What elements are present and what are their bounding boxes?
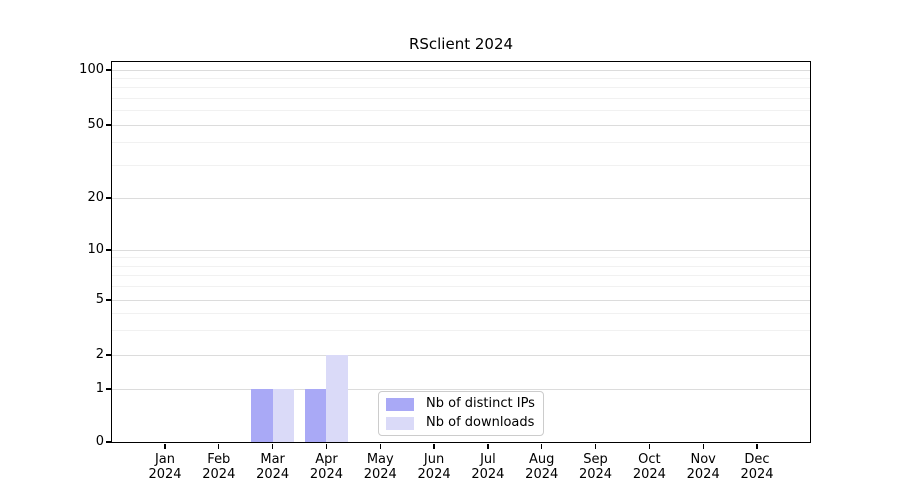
x-tick [541, 443, 543, 449]
legend-swatch [386, 397, 414, 411]
gridline-minor [112, 110, 810, 112]
x-tick [164, 443, 166, 449]
bar-nb-of-downloads-2 [272, 389, 295, 442]
x-tick-label: Jul 2024 [471, 452, 505, 482]
gridline-major [112, 124, 810, 126]
x-tick-label: Mar 2024 [256, 452, 290, 482]
y-tick-label: 1 [95, 381, 104, 396]
x-tick-label: May 2024 [363, 452, 397, 482]
gridline-minor [112, 265, 810, 267]
y-tick-label: 50 [87, 117, 104, 132]
chart-title: RSclient 2024 [408, 35, 514, 53]
gridline-major [112, 249, 810, 251]
x-tick [379, 443, 381, 449]
x-tick [487, 443, 489, 449]
gridline-minor [112, 97, 810, 99]
legend-swatch [386, 416, 414, 430]
gridline-minor [112, 286, 810, 288]
y-tick-label: 2 [95, 347, 104, 362]
x-tick [594, 443, 597, 449]
y-tick [105, 197, 111, 199]
legend: Nb of distinct IPs Nb of downloads [378, 391, 544, 436]
x-tick-label: Jan 2024 [148, 452, 182, 482]
x-tick-label: Jun 2024 [417, 452, 451, 482]
x-tick-label: Sep 2024 [578, 452, 613, 482]
legend-item: Nb of distinct IPs [386, 396, 536, 412]
x-tick [648, 443, 650, 449]
gridline-major [112, 69, 810, 71]
gridline-major [112, 299, 810, 301]
y-tick-label: 20 [87, 190, 104, 205]
y-tick-label: 10 [87, 242, 104, 257]
plot-area [105, 61, 811, 449]
y-tick [105, 441, 111, 443]
x-tick [756, 443, 758, 449]
y-tick [105, 124, 111, 126]
legend-label: Nb of distinct IPs [426, 396, 535, 411]
y-tick [105, 354, 111, 356]
gridline-minor [112, 330, 810, 332]
y-tick-label: 0 [95, 434, 104, 449]
gridline-minor [112, 165, 810, 167]
legend-item: Nb of downloads [386, 415, 536, 431]
x-tick [702, 443, 704, 449]
y-tick-label: 100 [79, 62, 104, 77]
x-tick-label: Nov 2024 [686, 452, 720, 482]
y-tick [105, 69, 111, 71]
gridline-minor [112, 312, 810, 314]
gridline-minor [112, 87, 810, 89]
bar-nb-of-distinct-ips-3 [304, 389, 327, 442]
bar-nb-of-distinct-ips-2 [250, 389, 273, 442]
y-tick [105, 299, 111, 301]
x-tick-label: Apr 2024 [309, 452, 343, 482]
gridline-major [112, 388, 810, 390]
gridline-minor [112, 142, 810, 144]
gridline-minor [112, 77, 810, 79]
x-tick-label: Dec 2024 [740, 452, 774, 482]
x-tick [325, 443, 328, 449]
x-tick [271, 443, 274, 449]
gridline-major [112, 197, 810, 199]
y-tick-label: 5 [95, 292, 104, 307]
y-tick [105, 388, 111, 390]
x-tick [433, 443, 435, 449]
gridline-minor [112, 257, 810, 259]
y-tick [105, 249, 111, 251]
gridline-major [112, 354, 810, 356]
x-tick-label: Aug 2024 [525, 452, 559, 482]
legend-label: Nb of downloads [426, 415, 535, 430]
bar-nb-of-downloads-3 [326, 355, 349, 442]
x-tick-label: Feb 2024 [202, 452, 236, 482]
gridline-minor [112, 275, 810, 277]
x-tick-label: Oct 2024 [632, 452, 666, 482]
x-tick [218, 443, 220, 449]
